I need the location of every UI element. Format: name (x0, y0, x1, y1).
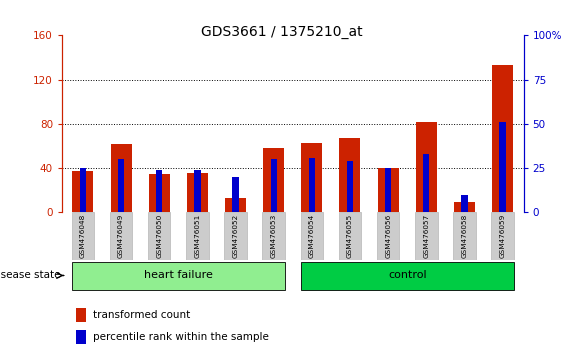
Bar (301, 262, 514, 290)
Bar (225, 198, 246, 212)
Bar (118, 159, 124, 212)
Bar (233, 177, 239, 212)
Bar (492, 65, 513, 212)
Bar (110, 144, 132, 212)
Bar (72, 212, 94, 260)
Bar (194, 170, 200, 212)
Bar (347, 161, 353, 212)
Bar (415, 212, 437, 260)
Bar (72, 262, 285, 290)
Bar (263, 148, 284, 212)
Text: GSM476049: GSM476049 (118, 214, 124, 258)
Bar (271, 159, 277, 212)
Bar (73, 171, 93, 212)
Bar (499, 122, 506, 212)
Bar (262, 212, 285, 260)
Text: GDS3661 / 1375210_at: GDS3661 / 1375210_at (200, 25, 363, 39)
Bar (454, 202, 475, 212)
Bar (378, 168, 399, 212)
Text: GSM476058: GSM476058 (462, 214, 467, 258)
Text: GSM476053: GSM476053 (271, 214, 276, 258)
Bar (423, 154, 430, 212)
Bar (149, 174, 169, 212)
Bar (186, 212, 209, 260)
Text: GSM476052: GSM476052 (233, 214, 239, 258)
Bar (385, 168, 391, 212)
Text: GSM476048: GSM476048 (80, 214, 86, 258)
Text: GSM476059: GSM476059 (499, 214, 506, 258)
Bar (339, 212, 361, 260)
Bar (224, 212, 247, 260)
Bar (301, 143, 323, 212)
Bar (80, 168, 86, 212)
Text: GSM476056: GSM476056 (385, 214, 391, 258)
Bar (377, 212, 399, 260)
Text: GSM476050: GSM476050 (156, 214, 162, 258)
Bar (339, 138, 360, 212)
Bar (491, 212, 514, 260)
Bar (148, 212, 171, 260)
Text: control: control (388, 270, 427, 280)
Text: heart failure: heart failure (144, 270, 213, 280)
Text: percentile rank within the sample: percentile rank within the sample (93, 332, 269, 342)
Text: GSM476057: GSM476057 (423, 214, 430, 258)
Text: GSM476051: GSM476051 (194, 214, 200, 258)
Text: transformed count: transformed count (93, 310, 190, 320)
Text: disease state: disease state (0, 270, 60, 280)
Bar (76, 308, 86, 322)
Bar (301, 212, 323, 260)
Bar (187, 172, 208, 212)
Bar (309, 158, 315, 212)
Bar (156, 170, 162, 212)
Bar (461, 195, 468, 212)
Bar (76, 330, 86, 343)
Bar (110, 212, 132, 260)
Text: GSM476054: GSM476054 (309, 214, 315, 258)
Bar (453, 212, 476, 260)
Bar (416, 122, 437, 212)
Text: GSM476055: GSM476055 (347, 214, 353, 258)
